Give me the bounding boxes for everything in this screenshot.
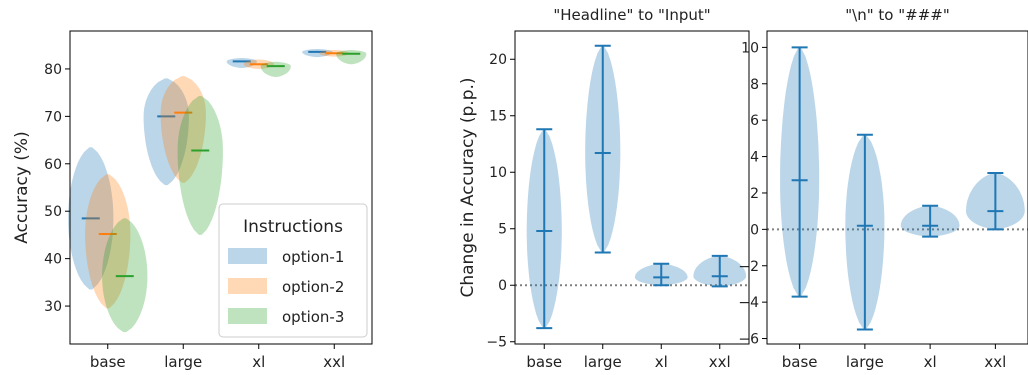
violin-body-option-3-xxl bbox=[336, 49, 367, 65]
violin-body-option-3-xl bbox=[260, 61, 291, 78]
axes-frame bbox=[766, 30, 1028, 345]
y-axis-label: Accuracy (%) bbox=[12, 131, 32, 243]
x-tick-label-xxl: xxl bbox=[323, 353, 345, 371]
legend-swatch-option-2 bbox=[228, 278, 267, 294]
y-tick-label: 5 bbox=[498, 222, 507, 238]
x-tick-label-xl: xl bbox=[924, 353, 937, 371]
legend-box bbox=[218, 203, 368, 338]
x-tick-label-base: base bbox=[782, 353, 818, 371]
y-tick-label: 8 bbox=[750, 77, 759, 93]
x-tick-label-large: large bbox=[164, 353, 202, 371]
x-tick-label-large: large bbox=[846, 353, 884, 371]
x-tick-label-base: base bbox=[90, 353, 126, 371]
violin-body-option-2-large bbox=[160, 76, 206, 183]
y-tick-label: 10 bbox=[741, 40, 759, 56]
y-tick-label: 15 bbox=[489, 109, 507, 125]
violin-body-option-3-large bbox=[177, 95, 223, 235]
x-tick-label-large: large bbox=[584, 353, 622, 371]
y-tick-label: −6 bbox=[738, 332, 759, 348]
y-tick-label: 4 bbox=[750, 150, 759, 166]
chart-panel-1: 30 40 50 60 70 80 base large xl xxl Accuracy (%) In… bbox=[12, 30, 373, 371]
y-tick-label: −2 bbox=[738, 259, 759, 275]
legend-label-option-1: option-1 bbox=[282, 248, 344, 266]
y-tick-label: 80 bbox=[44, 62, 62, 78]
y-tick-label: 60 bbox=[44, 157, 62, 173]
x-tick-label-xxl: xxl bbox=[984, 353, 1006, 371]
y-tick-label: 20 bbox=[489, 52, 507, 68]
violin-body-option-2-base bbox=[85, 174, 131, 309]
legend-swatch-option-3 bbox=[228, 308, 267, 324]
axes-frame bbox=[69, 30, 373, 345]
panel-title: "Headline" to "Input" bbox=[553, 6, 710, 24]
y-tick-label: 2 bbox=[750, 186, 759, 202]
y-tick-label: −5 bbox=[486, 335, 507, 351]
y-tick-label: 40 bbox=[44, 252, 62, 268]
legend-swatch-option-1 bbox=[228, 248, 267, 264]
legend-label-option-2: option-2 bbox=[282, 278, 344, 296]
y-axis-label: Change in Accuracy (p.p.) bbox=[458, 77, 478, 297]
x-tick-label-xl: xl bbox=[252, 353, 265, 371]
chart-panel-2: "Headline" to "Input" −5 0 5 10 15 20 base large… bbox=[458, 6, 750, 371]
legend-label-option-3: option-3 bbox=[282, 308, 344, 326]
x-tick-label-base: base bbox=[526, 353, 562, 371]
x-tick-label-xl: xl bbox=[655, 353, 668, 371]
chart-panel-3: "\n" to "###" −6 −4 −2 0 2 4 6 8 10 base large xl xxl bbox=[738, 6, 1028, 371]
y-tick-label: 0 bbox=[498, 278, 507, 294]
y-tick-label: 0 bbox=[750, 222, 759, 238]
x-tick-label-xxl: xxl bbox=[709, 353, 731, 371]
y-tick-label: 6 bbox=[750, 113, 759, 129]
violin-body-option-1-large bbox=[143, 78, 189, 186]
legend: Instructions option-1 option-2 option-3 bbox=[218, 203, 368, 338]
y-tick-label: −4 bbox=[738, 295, 759, 311]
panel-title: "\n" to "###" bbox=[845, 6, 949, 24]
legend-title: Instructions bbox=[243, 217, 343, 237]
axes-frame bbox=[514, 30, 750, 345]
y-tick-label: 10 bbox=[489, 165, 507, 181]
y-tick-label: 30 bbox=[44, 299, 62, 315]
y-tick-label: 50 bbox=[44, 204, 62, 220]
y-tick-label: 70 bbox=[44, 109, 62, 125]
